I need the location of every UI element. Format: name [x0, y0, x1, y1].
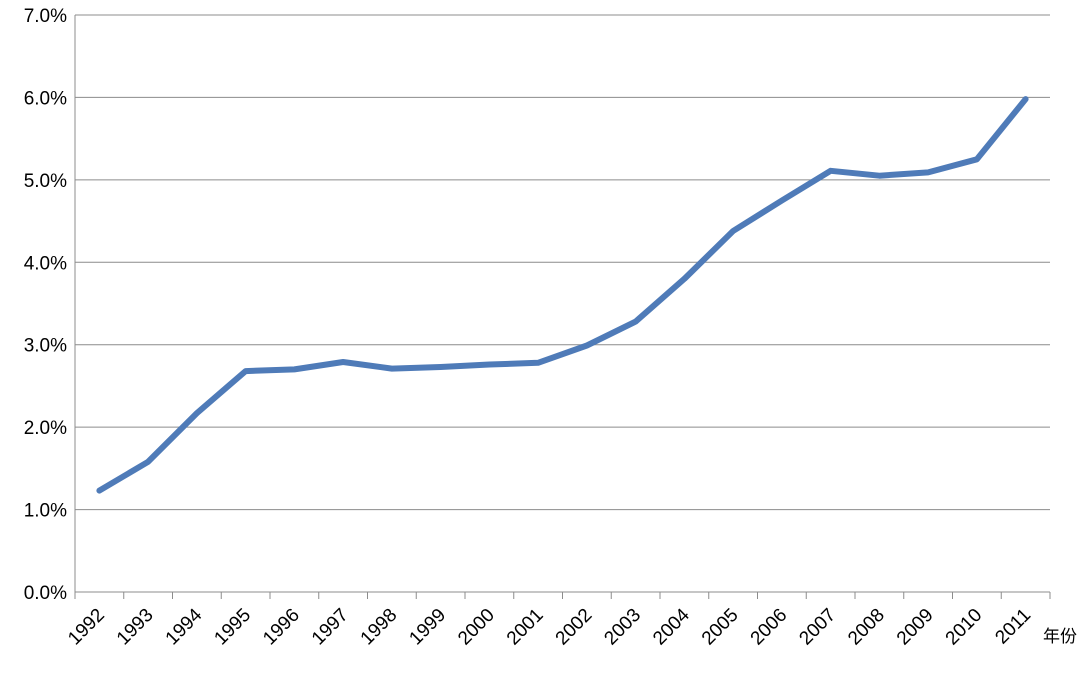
x-tick-label: 2001	[503, 605, 548, 650]
x-tick-label: 1993	[113, 605, 158, 650]
y-tick-label: 2.0%	[24, 418, 67, 439]
x-tick-label: 1997	[308, 605, 353, 650]
x-tick-label: 1992	[64, 605, 109, 650]
x-tick-label: 2007	[795, 605, 840, 650]
x-tick-label: 1999	[405, 605, 450, 650]
x-tick-label: 1995	[210, 605, 255, 650]
x-tick-label: 2003	[600, 605, 645, 650]
x-tick-label: 1996	[259, 605, 304, 650]
x-tick-label: 2011	[991, 605, 1035, 649]
y-tick-label: 5.0%	[24, 171, 67, 192]
y-tick-label: 6.0%	[24, 88, 67, 109]
x-tick-label: 2006	[747, 605, 792, 650]
x-tick-label: 2009	[893, 605, 938, 650]
x-tick-label: 1994	[162, 604, 207, 649]
x-tick-label: 2010	[942, 605, 987, 650]
x-axis-ticks	[74, 592, 1051, 599]
x-tick-label: 2002	[552, 605, 597, 650]
y-tick-label: 3.0%	[24, 336, 67, 357]
x-axis-label: 年份	[1043, 627, 1077, 647]
x-axis-tick-labels: 1992 1993 1994 1995 1996 1997 1998 1999 2000 2001…	[64, 604, 1035, 649]
x-tick-label: 1998	[357, 605, 402, 650]
y-axis-tick-labels: 0.0% 1.0% 2.0% 3.0% 4.0% 5.0% 6.0% 7.0%	[24, 6, 67, 604]
y-tick-label: 7.0%	[24, 6, 67, 27]
x-tick-label: 2004	[649, 604, 694, 649]
series-line	[96, 96, 1029, 494]
x-tick-label: 2000	[454, 605, 499, 650]
y-tick-label: 1.0%	[24, 501, 67, 522]
x-tick-label: 2008	[844, 605, 889, 650]
gridlines	[75, 14, 1050, 511]
x-tick-label: 2005	[698, 605, 743, 650]
y-tick-label: 0.0%	[24, 583, 67, 604]
y-tick-label: 4.0%	[24, 253, 67, 274]
